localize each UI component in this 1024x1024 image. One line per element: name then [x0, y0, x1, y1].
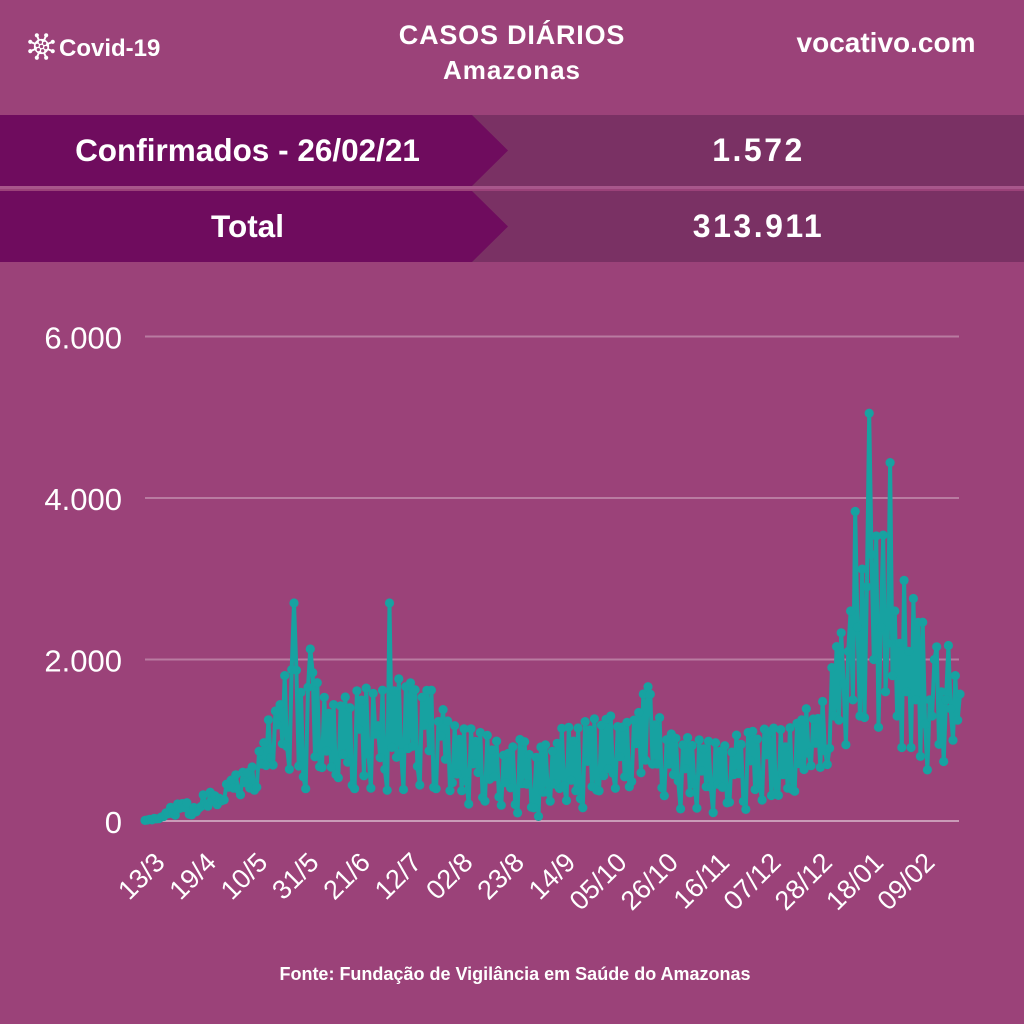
- svg-text:19/4: 19/4: [164, 847, 222, 905]
- svg-text:0: 0: [105, 805, 122, 840]
- svg-text:05/10: 05/10: [564, 847, 633, 916]
- svg-text:02/8: 02/8: [420, 847, 478, 905]
- svg-text:26/10: 26/10: [615, 847, 684, 916]
- svg-text:4.000: 4.000: [44, 482, 122, 517]
- svg-text:12/7: 12/7: [369, 847, 427, 905]
- svg-text:23/8: 23/8: [472, 847, 530, 905]
- svg-text:2.000: 2.000: [44, 644, 122, 679]
- svg-text:09/02: 09/02: [872, 847, 941, 916]
- svg-text:6.000: 6.000: [44, 321, 122, 356]
- svg-text:07/12: 07/12: [718, 847, 787, 916]
- svg-text:21/6: 21/6: [318, 847, 376, 905]
- svg-text:18/01: 18/01: [820, 847, 889, 916]
- svg-text:10/5: 10/5: [215, 847, 273, 905]
- svg-text:31/5: 31/5: [266, 847, 324, 905]
- svg-text:28/12: 28/12: [769, 847, 838, 916]
- svg-text:13/3: 13/3: [112, 847, 170, 905]
- svg-text:16/11: 16/11: [668, 847, 736, 915]
